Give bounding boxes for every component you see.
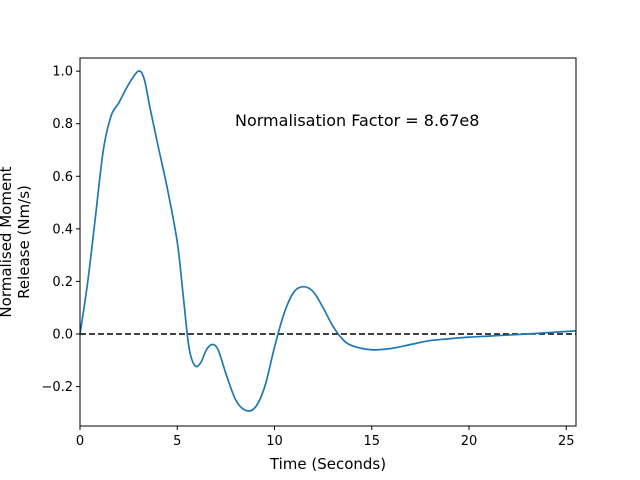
y-axis-label-line2: Release (Nm/s)	[15, 185, 33, 299]
x-tick-label: 25	[558, 434, 575, 449]
x-tick-label: 20	[461, 434, 478, 449]
x-tick-label: 5	[173, 434, 181, 449]
y-tick-label: 1.0	[52, 65, 73, 80]
y-tick-label: 0.8	[52, 117, 73, 132]
y-axis-label-line1: Normalised Moment	[0, 166, 15, 317]
normalisation-annotation: Normalisation Factor = 8.67e8	[235, 111, 479, 130]
x-axis-label: Time (Seconds)	[269, 455, 386, 473]
y-tick-label: −0.2	[41, 380, 73, 395]
series-line-0	[79, 70, 577, 412]
x-tick-label: 0	[76, 434, 84, 449]
y-tick-label: 0.4	[52, 222, 73, 237]
plot-frame	[79, 57, 577, 427]
plot-area-background	[80, 58, 576, 426]
y-tick-label: 0.6	[52, 170, 73, 185]
y-tick-label: 0.2	[52, 275, 73, 290]
x-tick-label: 15	[363, 434, 380, 449]
y-tick-label: 0.0	[52, 328, 73, 343]
x-tick-label: 10	[266, 434, 283, 449]
